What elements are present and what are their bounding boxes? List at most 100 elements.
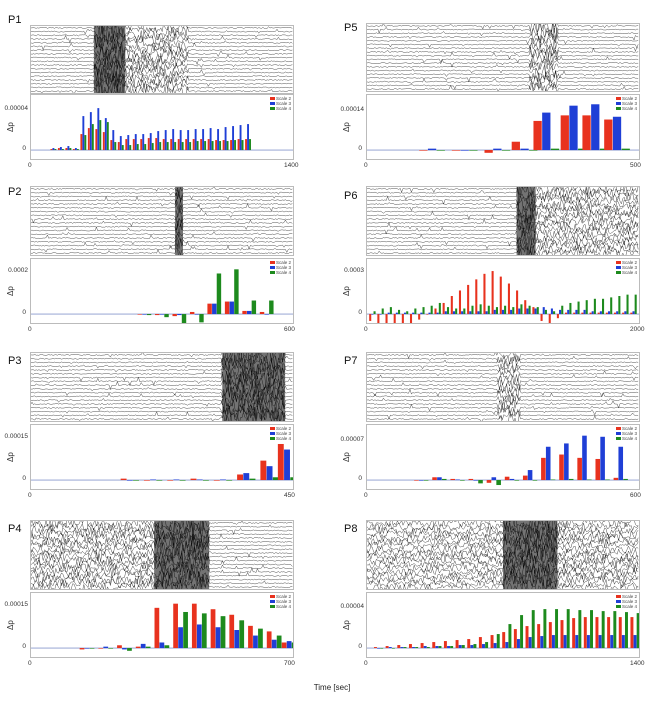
y-axis-label: Δp: [6, 620, 15, 630]
bar-scale-4: [127, 648, 132, 651]
eeg-channel-trace: [367, 27, 639, 41]
bar-scale-3: [126, 480, 133, 481]
bar-scale-2: [491, 271, 494, 315]
eeg-raster-p2: [30, 186, 294, 256]
bar-scale-3: [460, 150, 469, 151]
x-tick-start: 0: [28, 162, 32, 169]
legend-label: Scale 3: [276, 431, 292, 436]
x-tick-start: 0: [364, 660, 368, 667]
bar-scale-2: [57, 148, 60, 151]
eeg-channel-trace: [367, 48, 639, 63]
bar-scale-4: [196, 141, 199, 151]
legend-label: Scale 4: [622, 106, 638, 111]
panel-label-p1: P1: [8, 14, 22, 26]
bar-scale-4: [234, 269, 239, 315]
bar-scale-3: [550, 308, 553, 315]
bar-scale-2: [605, 312, 608, 315]
bar-scale-4: [528, 305, 531, 315]
bar-scale-2: [72, 149, 75, 151]
bar-scale-4: [636, 613, 640, 649]
bar-scale-4: [136, 144, 139, 151]
bar-chart-p4: [30, 592, 297, 658]
bar-scale-4: [174, 142, 177, 151]
eeg-channel-trace: [367, 33, 639, 48]
bar-scale-4: [389, 307, 392, 315]
y-axis-label: Δp: [6, 122, 15, 132]
legend-label: Scale 2: [622, 426, 638, 431]
bar-scale-4: [496, 634, 500, 649]
bar-scale-2: [192, 139, 195, 151]
bar-scale-4: [144, 144, 147, 151]
bar-scale-3: [564, 443, 569, 481]
bar-scale-4: [587, 479, 592, 481]
bar-chart-p1: [30, 94, 294, 160]
eeg-channel-trace: [367, 37, 639, 51]
bar-scale-3: [371, 314, 374, 315]
bar-scale-2: [102, 132, 105, 151]
bar-scale-3: [493, 148, 502, 151]
eeg-channel-trace: [367, 394, 639, 406]
bar-scale-3: [264, 314, 269, 315]
bar-scale-4: [269, 300, 274, 315]
bar-scale-2: [455, 640, 459, 649]
eeg-channel-trace: [367, 29, 639, 44]
bar-scale-4: [512, 307, 515, 315]
eeg-channel-trace: [367, 368, 639, 377]
panel-label-p4: P4: [8, 523, 22, 535]
legend-entry: Scale 4: [616, 270, 637, 275]
bar-scale-2: [377, 314, 380, 327]
eeg-channel-trace: [367, 187, 639, 198]
bar-scale-2: [189, 311, 195, 315]
y-axis-label: Δp: [342, 122, 351, 132]
bar-scale-4: [391, 648, 395, 649]
bar-scale-2: [467, 284, 470, 315]
bar-scale-2: [419, 150, 428, 151]
y-axis-label: Δp: [342, 286, 351, 296]
bar-scale-2: [173, 603, 178, 649]
bar-scale-4: [106, 122, 109, 151]
panel-label-p5: P5: [344, 22, 358, 34]
bar-scale-2: [117, 142, 120, 151]
eeg-channel-trace: [367, 413, 639, 421]
bar-scale-2: [418, 314, 421, 320]
y-tick-zero: 0: [22, 145, 26, 153]
legend-entry: Scale 2: [270, 594, 291, 599]
bar-scale-3: [89, 112, 92, 151]
bar-scale-4: [403, 647, 407, 649]
bar-scale-3: [610, 635, 614, 649]
eeg-channel-trace: [367, 236, 639, 251]
eeg-channel-trace: [367, 405, 639, 417]
eeg-channel-trace: [31, 243, 293, 255]
eeg-channel-trace: [31, 53, 293, 70]
bar-scale-2: [135, 646, 141, 649]
y-tick-zero: 0: [22, 309, 26, 317]
legend-swatch: [616, 97, 621, 101]
bar-scale-4: [181, 142, 184, 151]
bar-scale-4: [621, 148, 630, 151]
bar-scale-2: [162, 139, 165, 151]
bar-scale-2: [604, 119, 613, 151]
eeg-channel-trace: [31, 203, 293, 215]
bar-scale-2: [167, 480, 174, 481]
bar-chart-p7: [366, 424, 640, 490]
bar-scale-4: [415, 647, 419, 649]
bar-scale-4: [501, 150, 511, 151]
bar-scale-2: [277, 443, 284, 481]
bar-chart-p5: [366, 94, 640, 160]
bar-scale-2: [483, 273, 486, 315]
bar-scale-3: [420, 312, 423, 315]
bar-scale-4: [61, 149, 64, 151]
eeg-channel-trace: [367, 541, 639, 562]
legend-entry: Scale 2: [270, 426, 291, 431]
eeg-burst-region: [222, 353, 286, 421]
bar-scale-4: [290, 477, 297, 481]
legend-entry: Scale 2: [616, 426, 637, 431]
bar-scale-2: [630, 312, 633, 315]
bar-scale-3: [485, 311, 488, 315]
bar-scale-3: [377, 648, 381, 649]
bar-scale-2: [170, 139, 173, 151]
bar-scale-3: [194, 314, 200, 315]
eeg-channel-trace: [31, 45, 293, 62]
eeg-channel-trace: [31, 208, 293, 223]
bar-scale-3: [412, 647, 416, 649]
